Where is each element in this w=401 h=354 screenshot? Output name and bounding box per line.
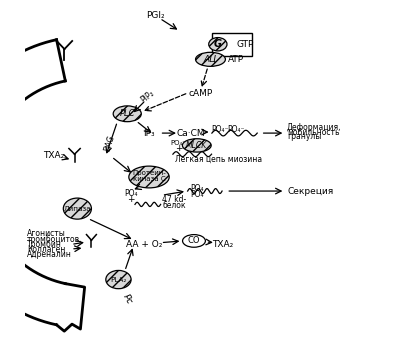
- Text: IP₃: IP₃: [143, 129, 154, 138]
- Text: Коллаген: Коллаген: [27, 245, 65, 254]
- Text: PIP₂: PIP₂: [138, 89, 156, 105]
- Text: Легкая цепь миозина: Легкая цепь миозина: [174, 155, 261, 164]
- Text: Адреналин: Адреналин: [27, 251, 72, 259]
- Text: Рс: Рс: [120, 292, 134, 306]
- Text: белок: белок: [162, 201, 186, 210]
- Text: PO₄⁻: PO₄⁻: [211, 125, 228, 134]
- Text: PO₄: PO₄: [190, 190, 204, 199]
- Text: G: G: [213, 39, 221, 49]
- Text: PO₄⁻: PO₄⁻: [170, 139, 186, 145]
- Text: TXA₂: TXA₂: [212, 240, 233, 249]
- Text: cAMP: cAMP: [188, 89, 213, 98]
- Text: CO: CO: [187, 236, 200, 245]
- Text: мобильность: мобильность: [286, 128, 339, 137]
- Text: PO₄: PO₄: [124, 189, 138, 198]
- Text: Секреция: Секреция: [286, 187, 332, 195]
- Ellipse shape: [195, 52, 225, 66]
- Text: гранулы: гранулы: [286, 132, 320, 142]
- Text: АЦ: АЦ: [203, 55, 217, 64]
- Ellipse shape: [182, 235, 205, 247]
- Ellipse shape: [128, 166, 169, 188]
- Text: PGI₂: PGI₂: [146, 11, 164, 20]
- Text: 47 kd-: 47 kd-: [162, 195, 186, 204]
- Text: PO₄⁻: PO₄⁻: [227, 125, 244, 134]
- Text: PLA₂: PLA₂: [110, 276, 126, 282]
- Ellipse shape: [113, 106, 141, 122]
- Bar: [211, 33, 251, 56]
- Text: MLCK: MLCK: [186, 141, 207, 150]
- Text: Протеин-: Протеин-: [132, 171, 166, 177]
- Text: AA + O₂: AA + O₂: [126, 240, 162, 249]
- Text: Липаза: Липаза: [63, 206, 91, 212]
- Text: Агонисты: Агонисты: [27, 229, 66, 238]
- Text: DAG: DAG: [102, 134, 115, 153]
- Text: тромбоцитов,: тромбоцитов,: [27, 235, 83, 244]
- Text: +: +: [175, 144, 182, 153]
- Text: GTP: GTP: [235, 40, 253, 49]
- Text: Тромбин: Тромбин: [27, 240, 62, 249]
- Text: Деформация,: Деформация,: [286, 123, 341, 132]
- Ellipse shape: [63, 198, 91, 219]
- Text: киназа С: киназа С: [132, 176, 165, 182]
- Text: ATP: ATP: [228, 55, 244, 64]
- Text: TXA₂: TXA₂: [43, 152, 65, 160]
- Text: PO₄: PO₄: [190, 184, 204, 193]
- Ellipse shape: [182, 139, 211, 152]
- Text: Ca·CM: Ca·CM: [176, 129, 204, 138]
- Text: PLC: PLC: [119, 109, 135, 118]
- Ellipse shape: [208, 38, 227, 51]
- Ellipse shape: [105, 270, 131, 289]
- Text: +: +: [127, 195, 134, 204]
